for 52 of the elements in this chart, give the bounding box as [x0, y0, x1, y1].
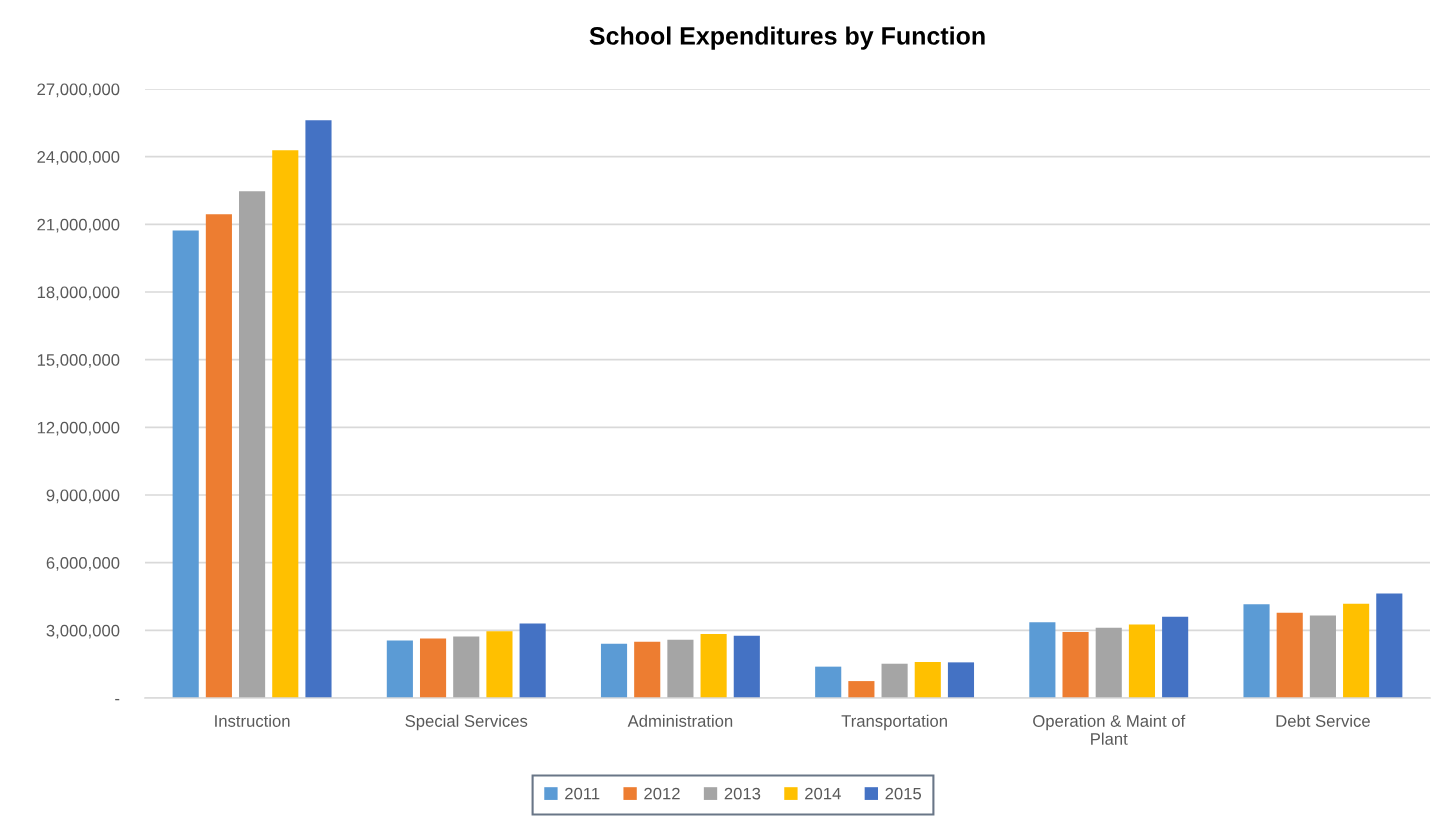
- legend-label: 2013: [724, 787, 761, 800]
- bar: [419, 638, 447, 698]
- bar: [815, 666, 842, 698]
- bar: [1376, 593, 1403, 698]
- y-tick-label: 18,000,000: [37, 286, 120, 301]
- bar: [305, 120, 332, 698]
- x-tick-label: Instruction: [215, 714, 290, 727]
- chart-title: School Expenditures by Function: [589, 26, 985, 50]
- bar: [1062, 631, 1089, 698]
- bar: [634, 641, 661, 698]
- bar: [239, 191, 266, 698]
- bar: [733, 635, 760, 698]
- y-tick-label: 12,000,000: [37, 421, 120, 436]
- y-tick-label: 15,000,000: [37, 354, 120, 368]
- bar: [700, 633, 727, 698]
- y-tick-label: 9,000,000: [46, 489, 120, 504]
- bar: [1029, 622, 1056, 698]
- x-tick-label: Transportation: [841, 714, 947, 731]
- y-tick-label: -: [115, 698, 120, 701]
- bar: [1095, 627, 1122, 698]
- y-tick-label: 27,000,000: [37, 83, 120, 98]
- bar: [1276, 612, 1303, 698]
- legend-label: 2014: [805, 787, 841, 800]
- x-tick-label: Operation & Maint of Plant: [1033, 714, 1186, 745]
- bar: [848, 681, 875, 698]
- bar: [1162, 616, 1189, 698]
- x-tick-label: Debt Service: [1276, 714, 1370, 727]
- y-tick-label: 3,000,000: [46, 624, 120, 639]
- bar: [1128, 624, 1156, 698]
- legend-label: 2011: [565, 787, 600, 800]
- bar: [172, 230, 199, 698]
- bar: [1309, 615, 1336, 698]
- bar: [667, 639, 694, 698]
- legend-label: 2012: [644, 787, 680, 800]
- bar: [386, 640, 413, 698]
- legend-label: 2015: [885, 787, 922, 800]
- bar: [486, 631, 513, 698]
- bar: [453, 636, 480, 698]
- y-tick-label: 21,000,000: [37, 218, 120, 233]
- bar: [272, 150, 299, 698]
- bar: [1243, 604, 1270, 698]
- bar: [914, 661, 941, 698]
- bar: [519, 623, 546, 698]
- bar: [881, 663, 908, 698]
- bar: [947, 662, 975, 698]
- y-tick-label: 24,000,000: [37, 151, 120, 165]
- bar: [1343, 603, 1370, 698]
- x-tick-label: Administration: [627, 714, 733, 727]
- x-tick-label: Special Services: [405, 714, 528, 731]
- y-tick-label: 6,000,000: [46, 557, 120, 571]
- bar: [205, 214, 232, 698]
- bar: [600, 643, 628, 698]
